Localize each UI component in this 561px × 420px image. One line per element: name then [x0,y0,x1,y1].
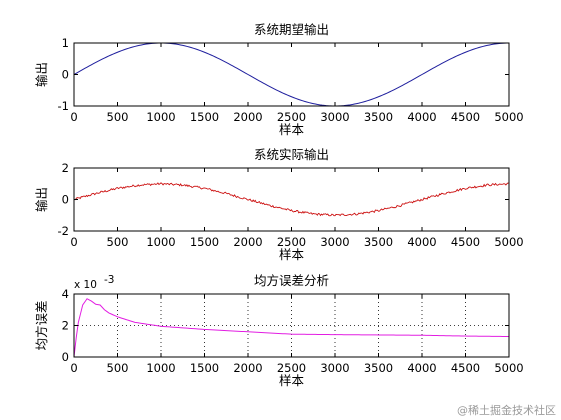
x-axis-label-mse: 样本 [279,373,305,388]
x-tick-label: 3000 [320,361,349,375]
x-tick-label: 1500 [190,110,219,124]
plot-area-expected-output [74,43,509,106]
x-tick-label: 1000 [146,110,175,124]
x-tick-label: 500 [107,361,129,375]
x-tick-label: 4500 [451,235,480,249]
series-line-mse [73,298,510,358]
watermark-text: @稀土掘金技术社区 [457,403,556,417]
plot-area-actual-output [74,168,509,231]
x-axis-label-expected-output: 样本 [279,122,305,137]
y-tick-label: -1 [58,99,69,113]
x-tick-label: 2000 [233,361,262,375]
y-axis-label-actual-output: 输出 [34,187,49,212]
x-tick-label: 1000 [146,235,175,249]
x-tick-label: 2500 [277,110,306,124]
x-tick-label: 5000 [494,110,523,124]
chart-title-actual-output: 系统实际输出 [254,147,329,162]
x-tick-label: 3500 [364,235,393,249]
subplot-expected-output: 0 500 1000 1500 2000 2500 3000 3500 4000 4500 5000… [34,22,524,137]
x-tick-label: 4000 [407,361,436,375]
x-tick-label: 1500 [190,361,219,375]
y-scale-factor: x 10 [74,279,97,291]
series-line-expected-output [73,42,510,107]
y-tick-label: 0 [62,350,69,364]
x-tick-label: 4000 [407,235,436,249]
x-tick-label: 4500 [451,110,480,124]
y-scale-exponent: -3 [104,274,114,286]
subplot-actual-output: 0 500 1000 1500 2000 2500 3000 3500 4000 4500 5000… [34,147,524,262]
x-tick-label: 3000 [320,235,349,249]
x-tick-label: 1000 [146,361,175,375]
x-tick-label: 0 [70,235,77,249]
series-line-actual-output [73,182,510,217]
y-axis-label-mse: 均方误差 [34,300,49,350]
x-tick-label: 3000 [320,110,349,124]
x-tick-label: 2000 [233,110,262,124]
x-tick-label: 5000 [494,361,523,375]
y-tick-label: -2 [58,224,69,238]
x-tick-label: 500 [107,110,129,124]
x-tick-label: 0 [70,110,77,124]
chart-title-expected-output: 系统期望输出 [254,22,329,37]
x-tick-label: 500 [107,235,129,249]
x-tick-label: 1500 [190,235,219,249]
y-tick-label: 2 [62,319,69,333]
y-tick-label: 2 [62,161,69,175]
x-tick-label: 2500 [277,235,306,249]
x-tick-label: 4000 [407,110,436,124]
y-tick-label: 1 [62,36,69,50]
x-tick-label: 5000 [494,235,523,249]
x-tick-label: 3500 [364,110,393,124]
subplot-mse: 0 500 1000 1500 2000 2500 3000 3500 4000 4500 5000… [34,273,524,388]
y-tick-label: 0 [62,193,69,207]
y-tick-label: 4 [62,287,69,301]
plot-area-mse [74,294,509,357]
x-axis-label-actual-output: 样本 [279,247,305,262]
chart-title-mse: 均方误差分析 [254,273,329,288]
x-tick-label: 0 [70,361,77,375]
x-tick-label: 2500 [277,361,306,375]
y-axis-label-expected-output: 输出 [34,62,49,87]
x-tick-label: 2000 [233,235,262,249]
y-tick-label: 0 [62,68,69,82]
x-tick-label: 3500 [364,361,393,375]
subplots-container: 0 500 1000 1500 2000 2500 3000 3500 4000 4500 5000… [34,22,524,388]
x-tick-label: 4500 [451,361,480,375]
